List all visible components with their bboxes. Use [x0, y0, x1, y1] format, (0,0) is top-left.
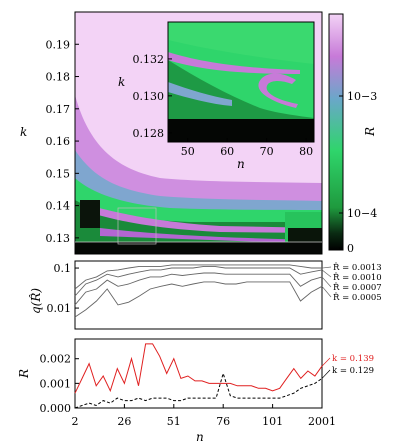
q-frame	[74, 260, 323, 330]
top-ytick-label: 0.18	[46, 71, 71, 84]
inset-xtick-label: 80	[299, 145, 313, 158]
q-series-line	[74, 264, 322, 290]
r-xtick-label: 2	[72, 415, 79, 428]
inset-ytick-label: 0.128	[133, 127, 165, 140]
r-legend-leader	[321, 369, 331, 379]
q-series-line	[74, 265, 323, 297]
q-legend-label: R̂ = 0.0010	[333, 271, 382, 283]
r-legend-label: k = 0.139	[332, 354, 374, 364]
inset-violet-streak	[168, 52, 300, 74]
inset-upper-green	[168, 22, 314, 64]
top-ytick-label: 0.19	[46, 38, 71, 51]
heatmap-dark-band	[75, 242, 322, 254]
heatmap-streak-2	[100, 228, 322, 244]
r-legend-leader	[321, 357, 331, 367]
r-xtick-label: 76	[216, 415, 230, 428]
r-xtick-label: 51	[167, 415, 181, 428]
q-legend-leader	[321, 266, 332, 269]
r-series-line	[74, 343, 323, 394]
inset-violet-arc	[258, 73, 298, 108]
top-ytick-label: 0.17	[46, 103, 71, 116]
inset-dark-band	[168, 119, 314, 142]
heatmap-dark-patch	[80, 200, 100, 228]
top-ytick-label: 0.13	[46, 232, 71, 245]
r-series-line	[74, 371, 323, 409]
top-ytick-label: 0.14	[46, 200, 71, 213]
colorbar: 10−3 10−4 0 R	[328, 13, 377, 255]
colorbar-label-1e-4: 10−4	[347, 207, 377, 220]
colorbar-title: R	[363, 127, 377, 137]
r-ylabel: R	[17, 369, 31, 379]
q-series-line	[74, 281, 323, 318]
r-legend-label: k = 0.129	[332, 366, 374, 376]
q-legend-label: R̂ = 0.0007	[333, 281, 382, 293]
inset-xtick-label: 50	[181, 145, 195, 158]
colorbar-label-0: 0	[347, 242, 354, 255]
colorbar-label-1e-3: 10−3	[347, 90, 377, 103]
r-ytick-label: 0.001	[40, 377, 72, 390]
r-ytick-label: 0.000	[40, 402, 72, 415]
top-ylabel: k	[20, 125, 27, 139]
r-xlabel: n	[196, 430, 204, 444]
inset-xtick-label: 60	[220, 145, 234, 158]
inset-xlabel: n	[237, 157, 245, 171]
r-xtick-label: 26	[117, 415, 131, 428]
inset-ylabel: k	[118, 75, 125, 89]
top-ytick-label: 0.15	[46, 167, 71, 180]
q-legend-leader	[321, 269, 332, 278]
inset-ytick-label: 0.130	[133, 90, 165, 103]
r-xtick-label: 101	[262, 415, 283, 428]
inset-frame	[167, 21, 315, 143]
inset-region-marker	[117, 207, 157, 245]
q-series-line	[74, 272, 323, 306]
top-ytick-label: 0.16	[46, 135, 71, 148]
q-ytick-label: 0.01	[47, 302, 72, 315]
r-xtick-label: 2001	[308, 415, 336, 428]
q-legend-label: R̂ = 0.0005	[333, 291, 382, 303]
q-legend-leader	[321, 286, 332, 298]
heatmap-right-dark	[288, 228, 322, 242]
inset-ytick-label: 0.132	[133, 53, 165, 66]
q-ylabel: q(R̂)	[28, 288, 43, 314]
q-legend-label: R̂ = 0.0013	[333, 261, 382, 273]
inset-panel: 0.132 0.130 0.128 50 60 70 80 k n	[118, 21, 315, 171]
r-ytick-label: 0.002	[40, 353, 72, 366]
inset-xtick-label: 70	[260, 145, 274, 158]
q-ytick-label: 0.1	[54, 262, 72, 275]
colorbar-gradient	[328, 13, 344, 251]
q-legend-leader	[321, 276, 332, 288]
inset-blue-tongue	[168, 82, 232, 106]
heatmap-frame	[74, 11, 323, 255]
r-panel: 0.002 0.001 0.000 2 26 51 76 101 2001 R n k = 0…	[17, 338, 374, 444]
